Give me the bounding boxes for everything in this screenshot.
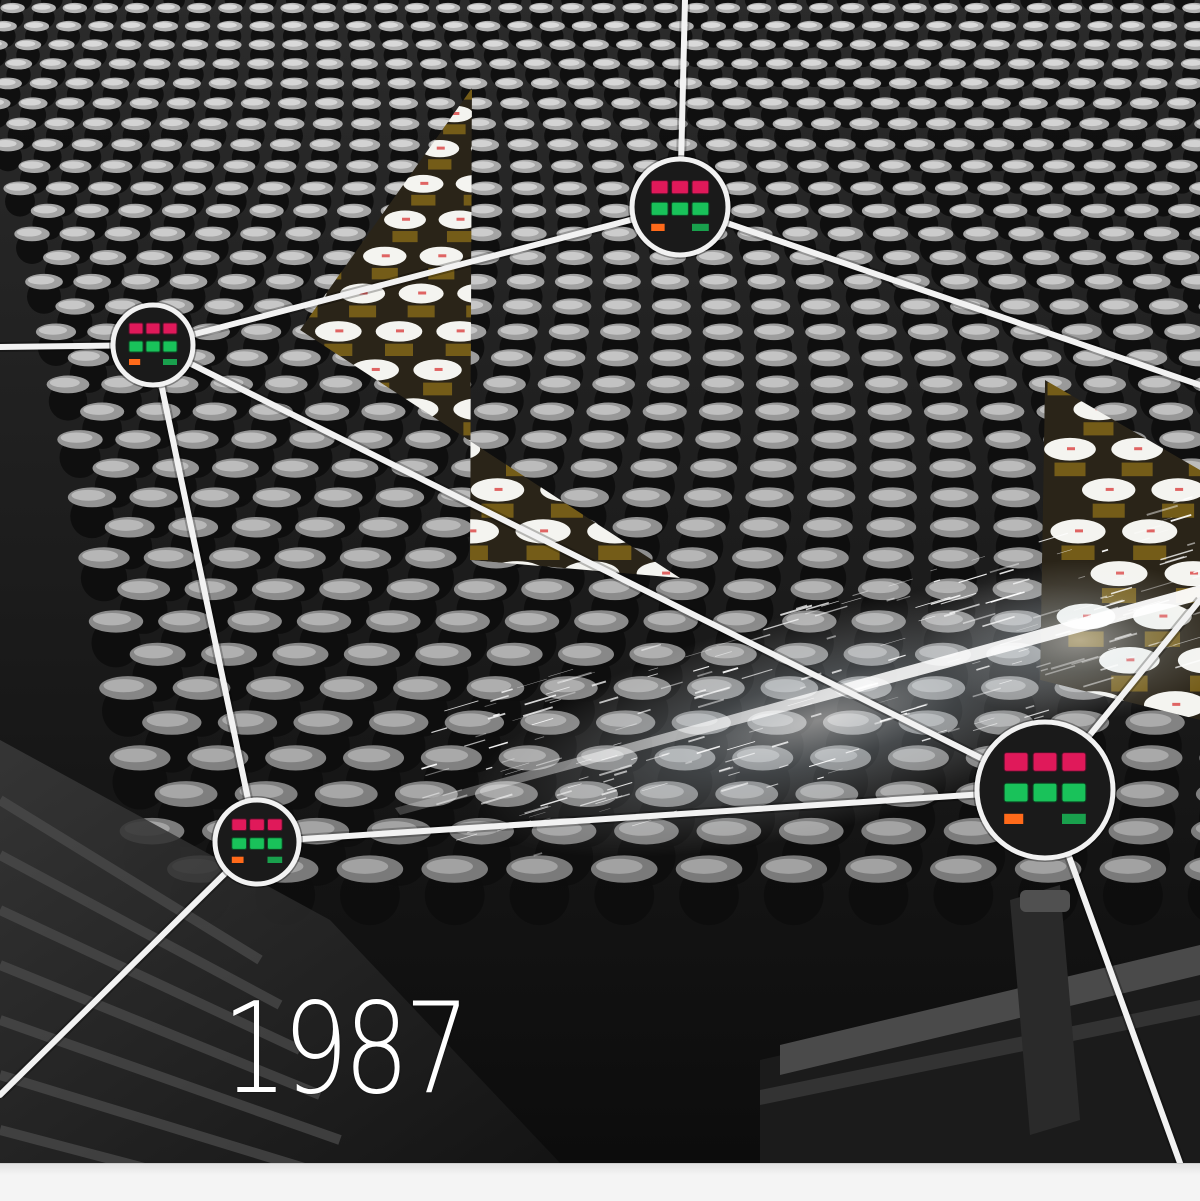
network-node-2 [628, 155, 732, 259]
status-panel-node-icon [128, 322, 178, 365]
year-caption: 1987 [222, 975, 470, 1122]
network-node-1 [109, 301, 197, 389]
network-nodes [109, 155, 1117, 888]
conveyor-floor [0, 740, 560, 1163]
bottom-strip [0, 1163, 1200, 1201]
network-node-4 [973, 718, 1117, 862]
status-panel-node-icon [650, 180, 710, 231]
spark-spray [395, 496, 1200, 858]
scene-canvas [0, 0, 1200, 1163]
bottling-line-scene: 1987 [0, 0, 1200, 1163]
network-node-3 [211, 796, 303, 888]
status-panel-node-icon [1003, 752, 1087, 824]
status-panel-node-icon [231, 818, 283, 863]
machinery [760, 885, 1200, 1163]
conveyor-rails [0, 795, 342, 1163]
